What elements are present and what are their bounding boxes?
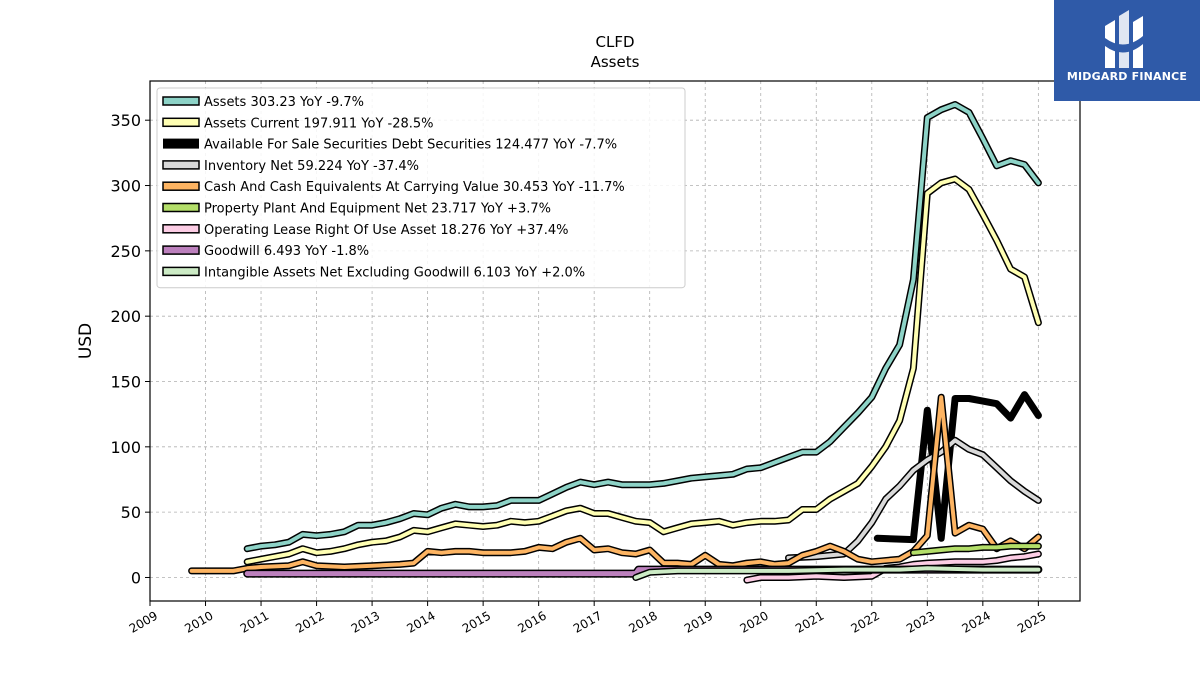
- series-line: [245, 177, 1041, 564]
- x-tick-label: 2019: [682, 608, 715, 635]
- logo-text: MIDGARD FINANCE: [1066, 70, 1188, 83]
- legend-swatch: [162, 117, 200, 128]
- legend-swatch: [163, 138, 199, 149]
- legend-label: Assets 303.23 YoY -9.7%: [204, 95, 364, 110]
- logo: MIDGARD FINANCE: [1054, 0, 1200, 101]
- x-tick-label: 2012: [293, 608, 326, 635]
- legend-label: Available For Sale Securities Debt Secur…: [204, 138, 617, 153]
- legend-swatch: [162, 202, 200, 213]
- series-line: [633, 566, 1041, 580]
- legend-label: Property Plant And Equipment Net 23.717 …: [204, 202, 551, 217]
- legend-label: Assets Current 197.911 YoY -28.5%: [204, 116, 434, 131]
- y-tick-label: 250: [110, 242, 141, 261]
- x-tick-label: 2018: [626, 608, 659, 635]
- x-tick-label: 2020: [737, 608, 770, 635]
- y-tick-label: 150: [110, 373, 141, 392]
- x-tick-label: 2016: [515, 608, 548, 635]
- x-tick-label: 2015: [460, 608, 493, 635]
- series-line: [873, 391, 1042, 544]
- legend-label: Inventory Net 59.224 YoY -37.4%: [204, 159, 419, 174]
- legend-box: [156, 87, 686, 289]
- y-tick-label: 100: [110, 438, 141, 457]
- series-line: [245, 102, 1041, 551]
- legend-swatch: [162, 266, 200, 277]
- chart-title: CLFD: [595, 33, 634, 51]
- y-tick-label: 50: [121, 503, 141, 522]
- legend-label: Cash And Cash Equivalents At Carrying Va…: [204, 180, 625, 195]
- x-tick-label: 2025: [1015, 608, 1048, 635]
- x-tick-label: 2014: [404, 608, 437, 635]
- x-tick-label: 2010: [182, 608, 215, 635]
- legend-swatch: [162, 224, 200, 234]
- legend-swatch: [162, 160, 200, 170]
- x-tick-label: 2021: [793, 608, 826, 635]
- midgard-m-icon: [1105, 10, 1143, 68]
- legend: Assets 303.23 YoY -9.7% Assets Current 19…: [156, 87, 686, 289]
- legend-swatch: [162, 181, 200, 191]
- y-tick-label: 300: [110, 177, 141, 196]
- x-tick-label: 2024: [960, 608, 993, 635]
- series-line: [911, 544, 1041, 555]
- x-tick-label: 2013: [349, 608, 382, 635]
- series-line: [786, 438, 1041, 560]
- y-tick-label: 350: [110, 111, 141, 130]
- x-tick-label: 2022: [848, 608, 881, 635]
- legend-swatch: [162, 245, 200, 255]
- y-tick-label: 0: [131, 568, 141, 587]
- y-axis-label: USD: [76, 323, 96, 359]
- x-tick-label: 2017: [571, 608, 604, 635]
- plot-frame: [149, 80, 1081, 602]
- legend-label: Goodwill 6.493 YoY -1.8%: [204, 244, 369, 259]
- series-layer: [188, 101, 1043, 584]
- y-tick-label: 200: [110, 307, 141, 326]
- x-tick-label: 2009: [127, 608, 160, 635]
- chart-subtitle: Assets: [591, 53, 640, 71]
- x-tick-label: 2023: [904, 608, 937, 635]
- legend-label: Intangible Assets Net Excluding Goodwill…: [204, 265, 585, 280]
- legend-label: Operating Lease Right Of Use Asset 18.27…: [204, 223, 568, 238]
- legend-swatch: [162, 96, 200, 106]
- x-tick-label: 2011: [238, 608, 271, 635]
